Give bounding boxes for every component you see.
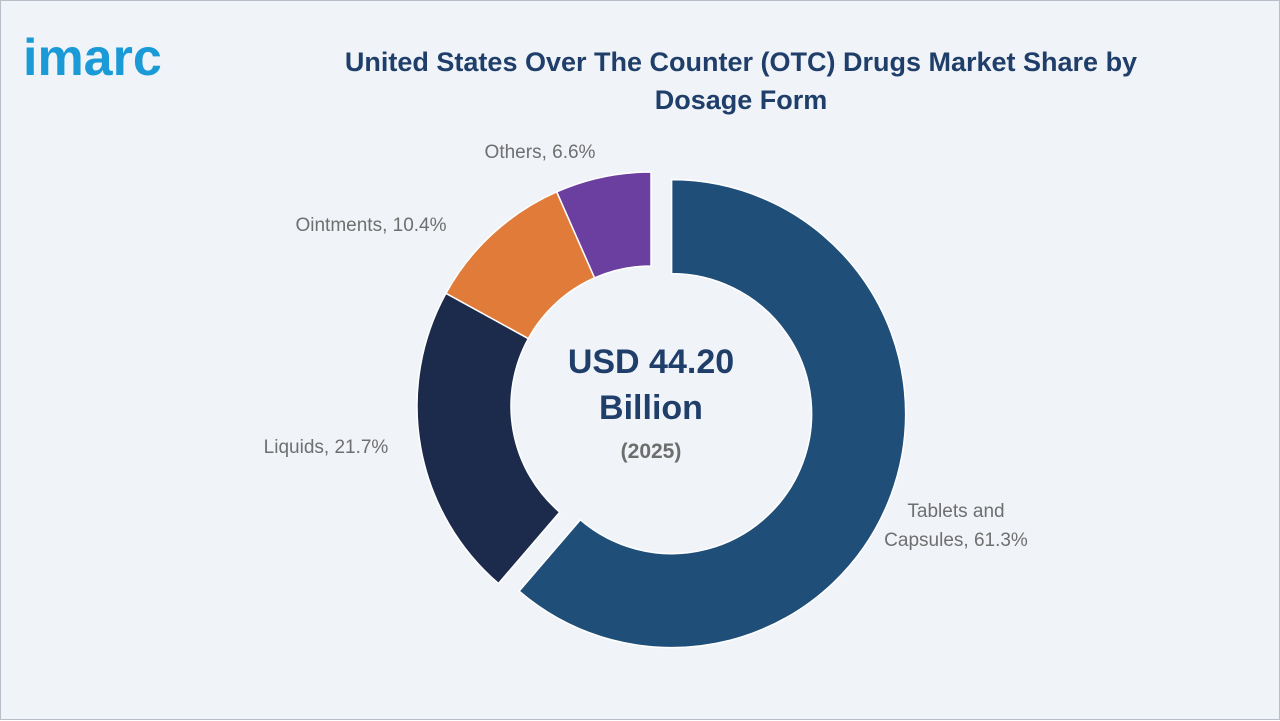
center-value-line2: Billion [599,389,703,427]
chart-title: United States Over The Counter (OTC) Dru… [301,43,1181,119]
slice-label-liquids: Liquids, 21.7% [264,437,389,458]
chart-title-line1: United States Over The Counter (OTC) Dru… [344,47,1138,77]
slice-label-tablets-and-capsules-line2: Capsules, 61.3% [884,530,1028,551]
chart-title-line2: Dosage Form [654,85,828,115]
center-value-line1: USD 44.20 [568,343,734,381]
slice-label-ointments: Ointments, 10.4% [295,215,446,236]
imarc-logo: imarc [23,29,162,87]
slice-liquids [416,292,561,585]
slice-tablets-and-capsules [518,178,907,649]
slice-label-others: Others, 6.6% [485,142,596,163]
logo-text: imarc [23,29,162,87]
slice-label-tablets-and-capsules-line1: Tablets and [907,501,1004,522]
donut-slices [416,171,907,649]
slice-others [555,171,652,279]
donut-center: USD 44.20 Billion (2025) [568,343,734,463]
slice-labels: Tablets and Capsules, 61.3% Liquids, 21.7%… [264,142,1028,551]
center-year: (2025) [621,440,682,463]
